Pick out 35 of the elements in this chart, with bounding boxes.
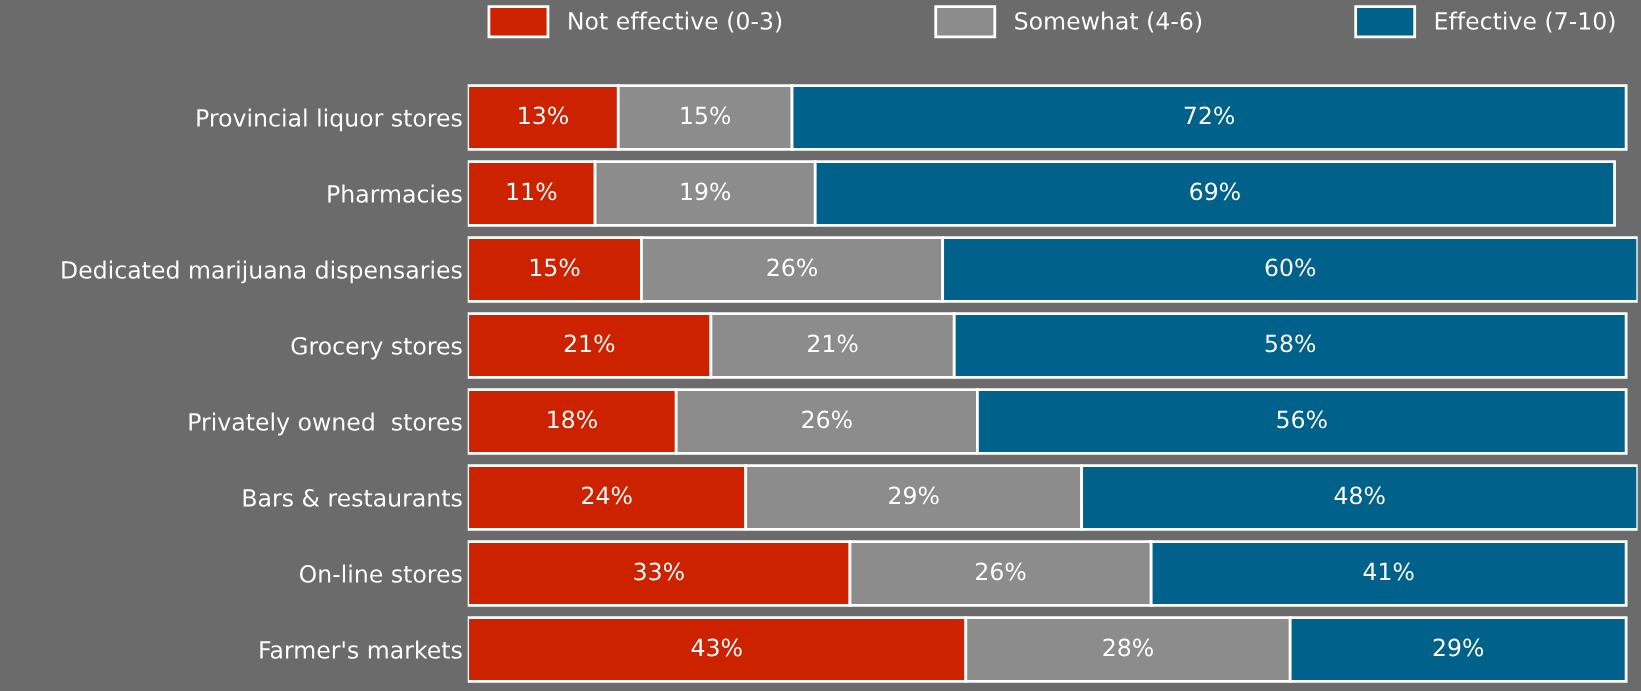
y-tick-label: Grocery stores — [291, 336, 462, 360]
data-label: 26% — [802, 410, 852, 429]
data-label: 21% — [808, 334, 858, 353]
y-tick-label: Dedicated marijuana dispensaries — [62, 260, 462, 284]
y-tick-label: Bars & restaurants — [243, 488, 462, 507]
data-label: 15% — [681, 106, 731, 125]
data-label: 28% — [1103, 638, 1153, 657]
data-label: 41% — [1363, 562, 1414, 581]
data-label: 60% — [1265, 258, 1316, 277]
data-label: 43% — [691, 638, 742, 657]
data-label: 29% — [889, 486, 939, 505]
data-label: 26% — [976, 562, 1026, 581]
data-label: 24% — [582, 486, 632, 505]
y-tick-label: On-line stores — [299, 564, 462, 583]
data-label: 72% — [1184, 106, 1235, 125]
y-tick-label: Provincial liquor stores — [197, 108, 462, 132]
legend-label: Effective (7-10) — [1435, 11, 1615, 33]
y-tick-label: Pharmacies — [328, 184, 462, 203]
data-label: 15% — [530, 258, 580, 277]
y-tick-label: Privately owned stores — [189, 412, 462, 436]
legend-label: Not effective (0-3) — [569, 11, 782, 33]
data-label: 19% — [681, 182, 731, 201]
data-label: 26% — [767, 258, 817, 277]
data-label: 29% — [1433, 638, 1484, 657]
data-label: 56% — [1277, 410, 1327, 429]
y-tick-label: Farmer's markets — [260, 640, 462, 659]
legend-label: Somewhat (4-6) — [1015, 11, 1202, 33]
data-label: 33% — [634, 562, 684, 581]
data-label: 58% — [1265, 334, 1316, 353]
data-label: 48% — [1334, 486, 1385, 505]
data-label: 69% — [1190, 182, 1240, 201]
data-label: 11% — [507, 182, 557, 201]
data-label: 18% — [548, 410, 597, 429]
data-label: 21% — [564, 334, 615, 353]
data-label: 13% — [519, 106, 568, 125]
